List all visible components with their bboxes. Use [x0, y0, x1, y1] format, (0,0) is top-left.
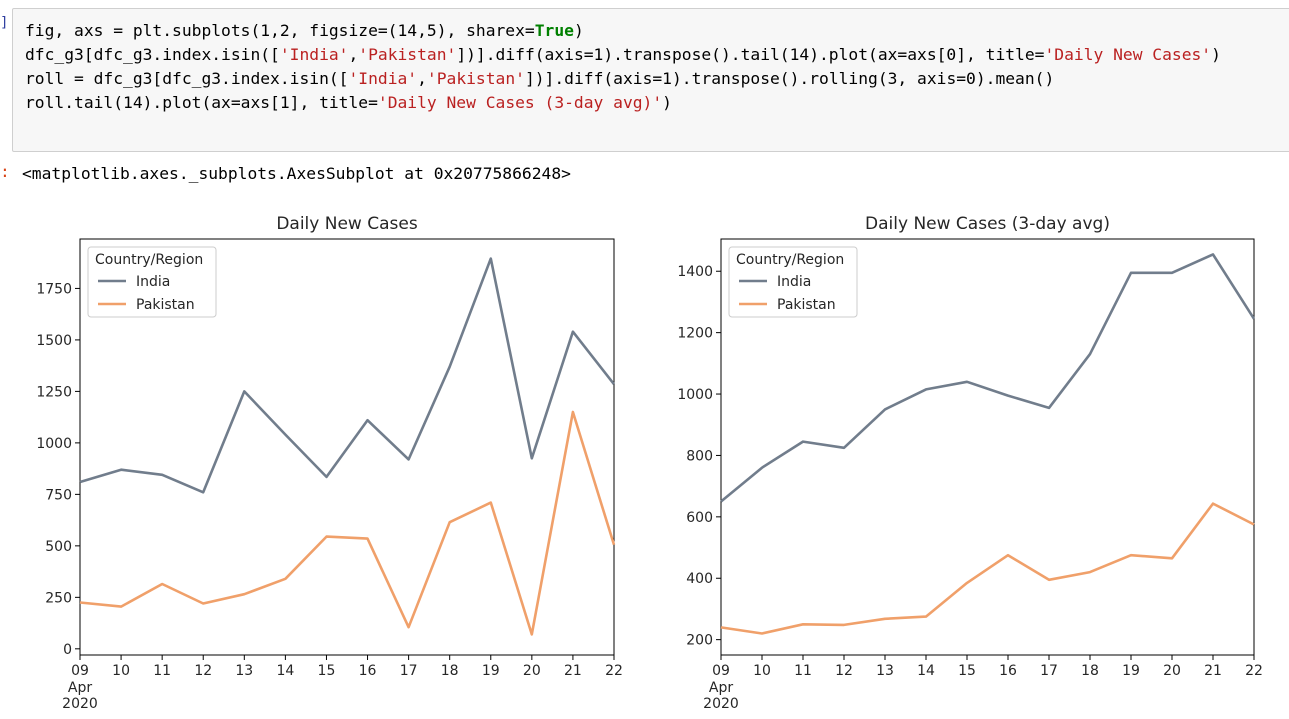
x-tick-label: 19	[1122, 663, 1140, 679]
y-tick-label: 500	[45, 539, 72, 555]
x-tick-label: 21	[1204, 663, 1222, 679]
y-tick-label: 0	[63, 642, 72, 658]
y-tick-label: 800	[686, 448, 713, 464]
x-tick-label: 18	[441, 663, 459, 679]
code-token: 'Daily New Cases'	[1044, 45, 1212, 64]
code-line-3[interactable]: roll = dfc_g3[dfc_g3.index.isin(['India'…	[25, 67, 1054, 91]
code-token: ,	[348, 45, 359, 64]
x-tick-label: 15	[958, 663, 976, 679]
legend-label: India	[777, 274, 811, 290]
code-token: 'Pakistan'	[358, 45, 457, 64]
x-tick-label: 11	[794, 663, 812, 679]
y-tick-label: 1500	[36, 333, 72, 349]
y-tick-label: 1000	[677, 387, 713, 403]
code-token: ])].diff(axis=1).transpose().rolling(3, …	[524, 69, 1055, 88]
code-token: )	[1211, 45, 1221, 64]
code-token: roll.tail(14).plot(ax=axs[1], title=	[25, 93, 378, 112]
code-cell[interactable]: fig, axs = plt.subplots(1,2, figsize=(14…	[12, 8, 1289, 152]
legend-label: Pakistan	[136, 297, 195, 313]
x-tick-label: 14	[917, 663, 935, 679]
y-tick-label: 1400	[677, 264, 713, 280]
x-tick-label: 19	[482, 663, 500, 679]
output-text: <matplotlib.axes._subplots.AxesSubplot a…	[22, 164, 571, 183]
x-tick-label: 17	[400, 663, 418, 679]
legend-box	[728, 246, 858, 318]
y-tick-label: 400	[686, 571, 713, 587]
y-tick-label: 600	[686, 510, 713, 526]
legend-label: Pakistan	[777, 297, 836, 313]
chart-title: Daily New Cases	[276, 214, 418, 234]
y-tick-label: 1250	[36, 384, 72, 400]
x-tick-label: 13	[876, 663, 894, 679]
x-tick-label: 10	[112, 663, 130, 679]
cell-prompt-bracket: ]	[0, 15, 9, 31]
y-tick-label: 1000	[36, 436, 72, 452]
code-token: )	[662, 93, 672, 112]
x-tick-label: 16	[999, 663, 1017, 679]
code-token: 'Daily New Cases (3-day avg)'	[377, 93, 663, 112]
y-tick-label: 250	[45, 590, 72, 606]
x-tick-label: 15	[318, 663, 336, 679]
chart-title: Daily New Cases (3-day avg)	[865, 214, 1110, 234]
legend-box	[87, 246, 217, 318]
y-tick-label: 1200	[677, 326, 713, 342]
y-tick-label: 1750	[36, 281, 72, 297]
series-line-india	[79, 257, 616, 494]
legend-title: Country/Region	[736, 252, 844, 268]
x-sublabel: 2020	[703, 696, 739, 712]
axes-frame	[79, 238, 615, 656]
code-token: dfc_g3[dfc_g3.index.isin([	[25, 45, 280, 64]
chart-daily-new-cases: Daily New Cases 0 250 500 750 1000 1250 1500 175…	[36, 214, 623, 712]
code-token: roll = dfc_g3[dfc_g3.index.isin([	[25, 69, 349, 88]
x-tick-label: 09	[71, 663, 89, 679]
x-sublabel: Apr	[709, 680, 733, 696]
code-token: True	[534, 21, 574, 40]
x-tick-label: 22	[1245, 663, 1263, 679]
y-tick-label: 200	[686, 633, 713, 649]
code-line-4[interactable]: roll.tail(14).plot(ax=axs[1], title='Dai…	[25, 91, 672, 115]
code-token: 'India'	[279, 45, 349, 64]
legend-label: India	[136, 274, 170, 290]
code-token: ,	[417, 69, 427, 88]
x-tick-label: 12	[194, 663, 212, 679]
axes-frame	[720, 238, 1255, 656]
x-sublabel: Apr	[68, 680, 92, 696]
series-line-pakistan	[720, 502, 1255, 635]
x-sublabel: 2020	[62, 696, 98, 712]
x-tick-label: 20	[1163, 663, 1181, 679]
series-line-india	[720, 253, 1256, 503]
x-tick-label: 16	[359, 663, 377, 679]
x-tick-label: 11	[153, 663, 171, 679]
x-tick-label: 10	[753, 663, 771, 679]
code-token: 'India'	[348, 69, 418, 88]
code-token: )	[573, 21, 584, 40]
code-line-1[interactable]: fig, axs = plt.subplots(1,2, figsize=(14…	[25, 19, 584, 43]
x-tick-label: 17	[1040, 663, 1058, 679]
x-tick-label: 18	[1081, 663, 1099, 679]
legend-title: Country/Region	[95, 252, 203, 268]
x-tick-label: 21	[564, 663, 582, 679]
series-line-pakistan	[79, 410, 616, 636]
x-tick-label: 12	[835, 663, 853, 679]
code-line-2[interactable]: dfc_g3[dfc_g3.index.isin(['India','Pakis…	[25, 43, 1221, 67]
output-prompt: :	[0, 162, 10, 181]
y-tick-label: 750	[45, 487, 72, 503]
code-token: fig, axs = plt.subplots(1,2, figsize=(14…	[25, 21, 535, 40]
code-token: ])].diff(axis=1).transpose().tail(14).pl…	[456, 45, 1045, 64]
x-tick-label: 14	[276, 663, 294, 679]
x-tick-label: 13	[235, 663, 253, 679]
x-tick-label: 20	[523, 663, 541, 679]
code-token: 'Pakistan'	[426, 69, 525, 88]
x-tick-label: 09	[712, 663, 730, 679]
x-tick-label: 22	[605, 663, 623, 679]
